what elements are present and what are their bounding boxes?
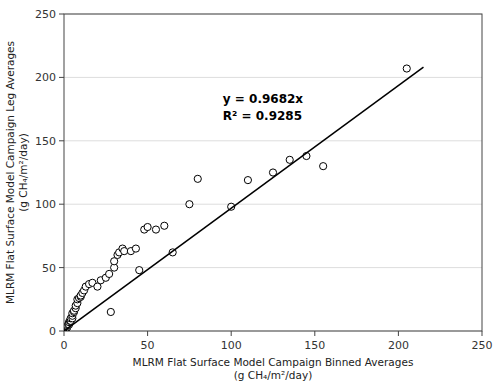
- y-axis-label: (g CH₄/m²/day): [17, 133, 29, 211]
- tick: [59, 140, 64, 141]
- fit-line: [64, 67, 423, 331]
- x-axis-label: (g CH₄/m²/day): [234, 369, 312, 381]
- x-axis-label: MLRM Flat Surface Model Campaign Binned …: [133, 356, 414, 368]
- tick-label: 150: [35, 135, 56, 148]
- scatter-point: [194, 175, 201, 182]
- tick-label: 50: [141, 339, 155, 352]
- plot-frame: [64, 14, 482, 331]
- grid-line: [64, 77, 482, 78]
- tick-label: 200: [388, 339, 409, 352]
- scatter-point: [320, 163, 327, 170]
- tick: [59, 14, 64, 15]
- tick: [231, 331, 232, 336]
- annotation: R² = 0.9285: [223, 109, 302, 123]
- tick: [59, 267, 64, 268]
- scatter-point: [286, 156, 293, 163]
- annotation: y = 0.9682x: [223, 92, 304, 106]
- tick-label: 250: [472, 339, 493, 352]
- tick: [64, 331, 65, 336]
- tick-label: 0: [49, 325, 56, 338]
- tick-label: 100: [35, 198, 56, 211]
- tick-label: 100: [221, 339, 242, 352]
- scatter-point: [107, 308, 114, 315]
- y-axis-label: MLRM Flat Surface Model Campaign Leg Ave…: [4, 41, 16, 304]
- tick-label: 250: [35, 8, 56, 21]
- scatter-point: [132, 245, 139, 252]
- scatter-point: [161, 222, 168, 229]
- grid-line: [64, 204, 482, 205]
- tick: [398, 331, 399, 336]
- tick: [147, 331, 148, 336]
- tick-label: 50: [42, 262, 56, 275]
- scatter-point: [106, 270, 113, 277]
- grid-line: [64, 140, 482, 141]
- scatter-point: [121, 248, 128, 255]
- scatter-point: [152, 226, 159, 233]
- tick: [482, 331, 483, 336]
- tick: [59, 331, 64, 332]
- scatter-point: [136, 267, 143, 274]
- tick: [59, 77, 64, 78]
- tick-label: 0: [61, 339, 68, 352]
- scatter-point: [403, 65, 410, 72]
- scatter-point: [144, 223, 151, 230]
- scatter-point: [186, 201, 193, 208]
- plot-background: [64, 14, 482, 331]
- tick-label: 200: [35, 71, 56, 84]
- tick: [59, 204, 64, 205]
- tick: [314, 331, 315, 336]
- chart: 0 50 100 150 200 250 0 50 100 150 200 250 y = 0.9682…: [0, 0, 500, 389]
- tick-label: 150: [304, 339, 325, 352]
- data-layer: [64, 65, 423, 331]
- scatter-point: [244, 177, 251, 184]
- grid-line: [64, 267, 482, 268]
